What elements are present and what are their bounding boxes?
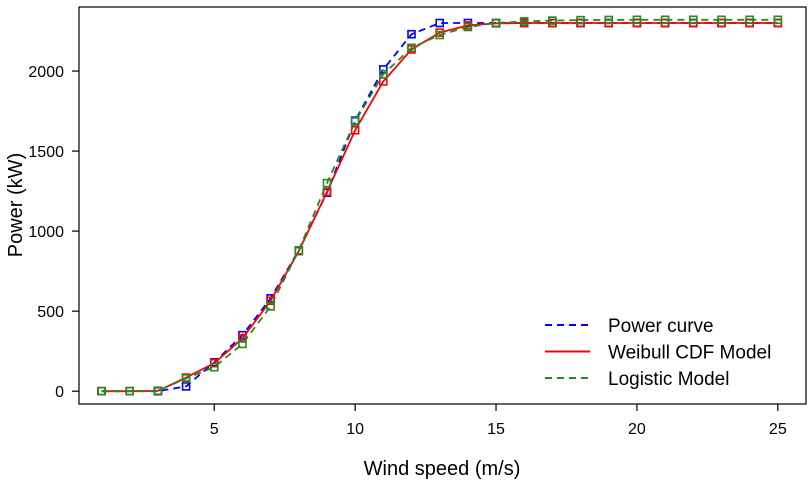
legend: Power curve Weibull CDF Model Logistic Mod… — [545, 316, 771, 390]
y-tick-label: 500 — [37, 304, 64, 321]
data-point — [604, 15, 614, 25]
data-point — [379, 69, 388, 79]
data-point — [407, 29, 416, 39]
y-axis: 0 500 1000 1500 2000 — [28, 64, 79, 401]
data-point — [153, 386, 163, 396]
y-tick-label: 0 — [55, 384, 64, 401]
data-point — [688, 15, 698, 25]
plot-frame — [78, 6, 807, 405]
data-point — [181, 374, 191, 383]
legend-label: Weibull CDF Model — [608, 343, 771, 364]
data-point — [745, 15, 754, 25]
series-power-curve — [97, 18, 783, 396]
data-point — [435, 30, 444, 40]
x-tick-label: 25 — [769, 421, 787, 438]
data-point — [379, 65, 388, 74]
data-point — [125, 386, 135, 396]
x-axis: 5 10 15 20 25 — [210, 404, 787, 438]
data-point — [576, 15, 585, 25]
data-point — [322, 178, 332, 188]
legend-item-weibull-cdf-model: Weibull CDF Model — [545, 343, 771, 364]
data-point — [350, 125, 360, 135]
data-point — [773, 15, 783, 25]
y-tick-label: 2000 — [28, 64, 64, 81]
x-tick-label: 5 — [210, 421, 219, 438]
data-point — [463, 22, 473, 32]
data-point — [238, 339, 247, 349]
series-logistic-model — [97, 15, 783, 396]
series-weibull-cdf-model — [97, 18, 783, 396]
data-point — [435, 18, 444, 28]
data-point — [209, 362, 219, 372]
y-tick-label: 1000 — [28, 224, 64, 241]
data-point — [97, 386, 106, 396]
series-line — [101, 18, 778, 393]
data-point — [181, 382, 191, 391]
data-point — [266, 302, 275, 311]
legend-item-logistic-model: Logistic Model — [545, 369, 729, 390]
data-point — [407, 43, 416, 53]
data-point — [350, 117, 360, 126]
data-point — [519, 17, 529, 26]
x-axis-label: Wind speed (m/s) — [364, 458, 521, 480]
data-point — [632, 15, 642, 25]
series-layer — [97, 15, 783, 396]
x-tick-label: 20 — [628, 421, 646, 438]
y-axis-label: Power (kW) — [5, 153, 27, 257]
legend-label: Logistic Model — [608, 369, 729, 390]
data-point — [717, 15, 726, 25]
legend-label: Power curve — [608, 316, 714, 337]
data-point — [294, 246, 304, 255]
x-tick-label: 10 — [346, 421, 364, 438]
y-tick-label: 1500 — [28, 144, 64, 161]
x-tick-label: 15 — [487, 421, 505, 438]
data-point — [548, 16, 557, 25]
legend-item-power-curve: Power curve — [545, 316, 714, 337]
data-point — [660, 15, 670, 25]
data-point — [491, 18, 501, 28]
